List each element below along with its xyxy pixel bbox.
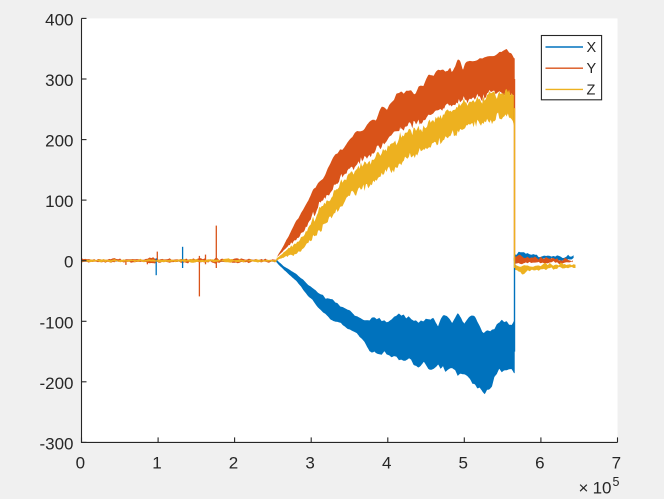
- svg-text:0: 0: [76, 454, 85, 473]
- svg-text:3: 3: [305, 454, 314, 473]
- svg-text:-100: -100: [39, 313, 73, 332]
- svg-text:300: 300: [45, 71, 73, 90]
- svg-text:5: 5: [458, 454, 467, 473]
- svg-text:-200: -200: [39, 374, 73, 393]
- svg-text:100: 100: [45, 192, 73, 211]
- svg-text:6: 6: [535, 454, 544, 473]
- svg-text:200: 200: [45, 132, 73, 151]
- svg-text:4: 4: [382, 454, 391, 473]
- svg-text:0: 0: [64, 253, 73, 272]
- svg-text:400: 400: [45, 10, 73, 29]
- svg-text:1: 1: [152, 454, 161, 473]
- svg-text:-300: -300: [39, 434, 73, 453]
- svg-text:X: X: [587, 40, 597, 56]
- svg-text:×: ×: [579, 479, 589, 498]
- svg-text:5: 5: [613, 475, 620, 489]
- svg-text:10: 10: [593, 479, 612, 498]
- svg-text:7: 7: [612, 454, 621, 473]
- svg-text:Y: Y: [587, 61, 597, 77]
- svg-text:Z: Z: [587, 82, 596, 98]
- svg-text:2: 2: [229, 454, 238, 473]
